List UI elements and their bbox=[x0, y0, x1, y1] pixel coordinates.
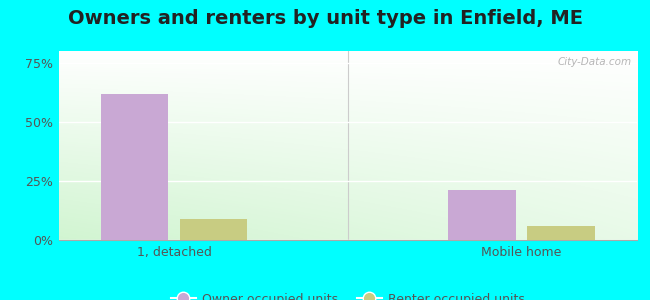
Bar bbox=[448, 190, 515, 240]
Text: Owners and renters by unit type in Enfield, ME: Owners and renters by unit type in Enfie… bbox=[68, 9, 582, 28]
Bar bbox=[180, 219, 248, 240]
Bar bbox=[527, 226, 595, 240]
Legend: Owner occupied units, Renter occupied units: Owner occupied units, Renter occupied un… bbox=[166, 288, 530, 300]
Bar bbox=[101, 94, 168, 240]
Text: City-Data.com: City-Data.com bbox=[557, 57, 631, 67]
